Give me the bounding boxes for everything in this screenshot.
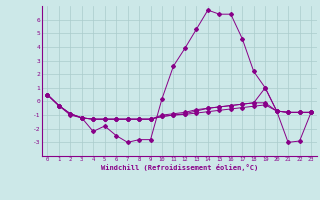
X-axis label: Windchill (Refroidissement éolien,°C): Windchill (Refroidissement éolien,°C) <box>100 164 258 171</box>
